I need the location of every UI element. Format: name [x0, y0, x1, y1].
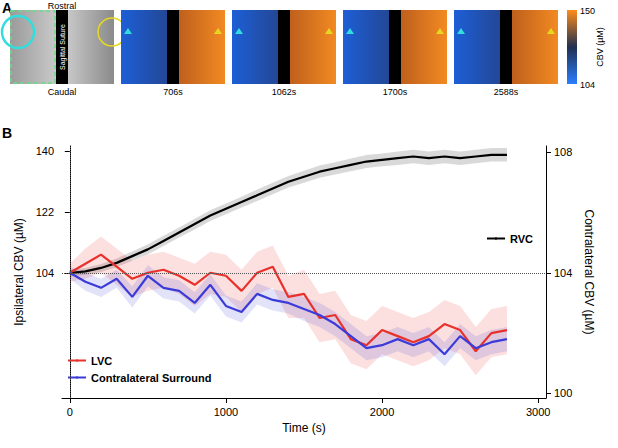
svg-text:1062s: 1062s: [272, 87, 297, 97]
svg-text:1700s: 1700s: [383, 87, 408, 97]
svg-text:3000: 3000: [526, 406, 550, 418]
svg-text:LVC: LVC: [91, 355, 112, 367]
svg-text:Contralateral CBV (µM): Contralateral CBV (µM): [582, 210, 596, 335]
svg-text:104: 104: [554, 267, 572, 279]
svg-text:Time (s): Time (s): [282, 421, 326, 435]
svg-text:150: 150: [580, 6, 595, 16]
svg-text:Contralateral Surround: Contralateral Surround: [91, 372, 211, 384]
svg-text:A: A: [2, 0, 13, 16]
svg-text:140: 140: [36, 145, 54, 157]
svg-text:RVC: RVC: [510, 233, 533, 245]
svg-text:Ipsilateral CBV (µM): Ipsilateral CBV (µM): [12, 218, 26, 326]
svg-text:108: 108: [554, 146, 572, 158]
svg-text:706s: 706s: [163, 87, 183, 97]
svg-text:Rostral: Rostral: [48, 1, 77, 11]
svg-text:100: 100: [554, 387, 572, 399]
svg-text:CBV (µM): CBV (µM): [595, 27, 605, 67]
svg-text:2588s: 2588s: [494, 87, 519, 97]
svg-text:1000: 1000: [214, 406, 238, 418]
svg-text:B: B: [2, 125, 12, 141]
svg-text:Sagittal Suture: Sagittal Suture: [59, 24, 67, 70]
svg-text:104: 104: [580, 80, 595, 90]
svg-text:122: 122: [36, 206, 54, 218]
svg-text:2000: 2000: [370, 406, 394, 418]
svg-text:0: 0: [67, 406, 73, 418]
svg-text:Caudal: Caudal: [48, 87, 77, 97]
svg-text:104: 104: [36, 267, 54, 279]
